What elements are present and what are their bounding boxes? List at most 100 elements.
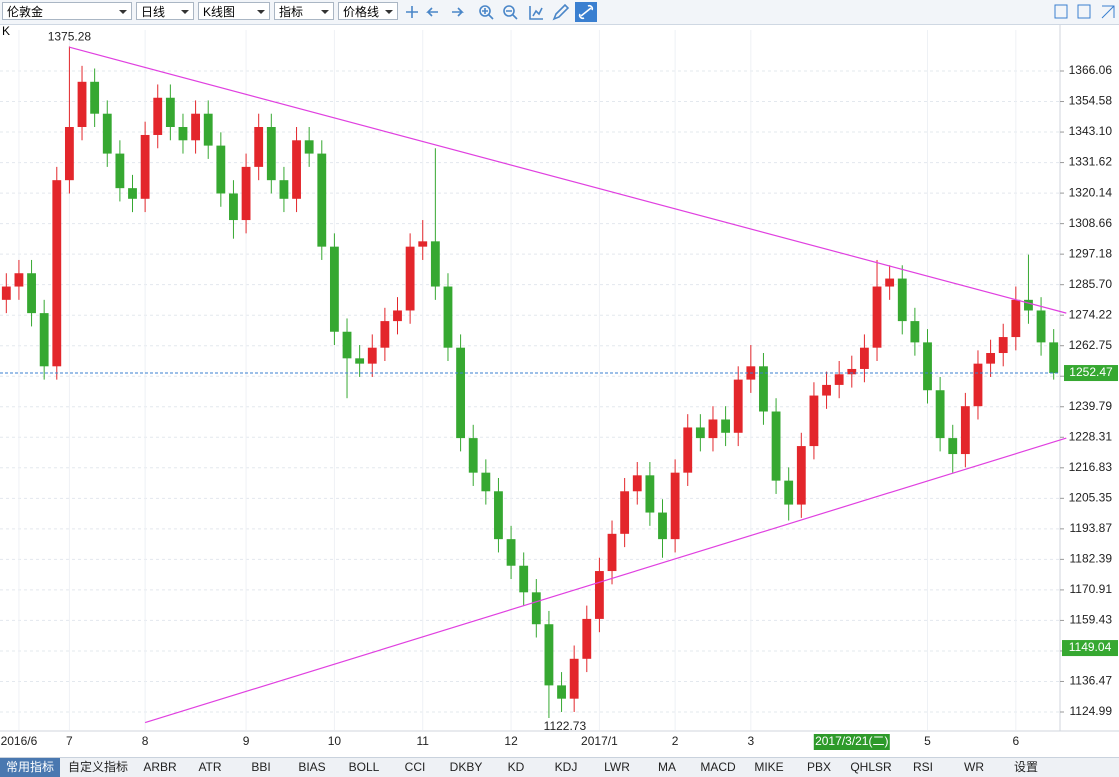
toolbar: 伦敦金 日线 K线图 指标 价格线 (0, 0, 1119, 25)
candle-body (670, 472, 680, 540)
crosshair-icon[interactable] (406, 6, 418, 18)
candle-body (468, 438, 478, 473)
indicator-tab[interactable]: DKBY (449, 760, 483, 774)
candle-body (733, 379, 743, 433)
candle-body (973, 363, 983, 407)
y-tick-label: 1320.14 (1069, 185, 1113, 199)
candle-body (695, 427, 705, 439)
popout-icon[interactable] (1101, 5, 1115, 19)
candle-body (115, 153, 125, 189)
candle-body (27, 273, 36, 314)
indicator-tab[interactable]: CCI (404, 760, 426, 774)
candle-body (960, 406, 970, 455)
candle-body (986, 353, 996, 364)
candle-body (64, 126, 74, 181)
high-label: 1375.28 (48, 30, 92, 44)
candle-body (796, 446, 806, 505)
y-tick-label: 1308.66 (1069, 216, 1113, 230)
candle-body (1024, 299, 1033, 311)
draw-icon[interactable] (552, 3, 570, 21)
zoom-in-icon[interactable] (479, 5, 494, 20)
indicator-tab[interactable]: 自定义指标 (67, 760, 128, 774)
candle-body (557, 685, 566, 699)
period-select[interactable]: 日线 (136, 2, 194, 20)
indicator-tab[interactable]: KDJ (554, 760, 578, 774)
y-tick-label: 1124.99 (1070, 704, 1113, 718)
y-tick-label: 1239.79 (1069, 399, 1113, 413)
candle-body (39, 313, 49, 367)
trendline (144, 437, 1067, 724)
candle-body (683, 427, 693, 473)
candle-body (607, 533, 617, 572)
y-tick-label: 1274.22 (1069, 307, 1113, 321)
layout-icon[interactable] (1054, 4, 1068, 19)
indicator-tab[interactable]: 设置 (1013, 760, 1038, 774)
candle-body (279, 180, 289, 199)
candle-body (494, 491, 503, 540)
indicator-tab[interactable]: BBI (251, 760, 271, 774)
chart-background (0, 25, 1119, 757)
indicator-tab[interactable]: MA (658, 760, 676, 774)
zoom-out-icon[interactable] (503, 5, 518, 20)
x-tick-label: 6 (1012, 734, 1019, 748)
x-tick-label: 7 (66, 734, 73, 748)
x-tick-label: 2016/6 (1, 734, 38, 748)
candle-body (1036, 310, 1046, 343)
chart-type-select[interactable]: K线图 (198, 2, 270, 20)
x-tick-label: 12 (504, 734, 518, 748)
chart: K 1124.991136.471147.951159.431170.91118… (0, 25, 1119, 757)
x-tick-label: 11 (417, 734, 430, 748)
candle-body (140, 134, 150, 199)
indicator-tab[interactable]: ATR (198, 760, 222, 774)
indicator-tab[interactable]: 常用指标 (0, 758, 60, 777)
candle-body (771, 411, 781, 481)
forward-icon[interactable] (452, 7, 464, 17)
candle-body (658, 512, 667, 540)
tool-icons (406, 2, 597, 22)
indicator-tab[interactable]: KD (507, 760, 525, 774)
indicator-select[interactable]: 指标 (274, 2, 334, 20)
symbol-select[interactable]: 伦敦金 (2, 2, 132, 20)
candle-body (885, 278, 895, 287)
candle-body (948, 438, 958, 455)
candle-body (203, 113, 213, 146)
candle-body (910, 321, 920, 343)
candle-body (1049, 342, 1059, 374)
candle-body (90, 81, 100, 114)
marker-tag (1062, 640, 1118, 657)
chart-icon[interactable] (529, 6, 543, 20)
y-tick-label: 1136.47 (1070, 674, 1113, 688)
indicator-tab[interactable]: WR (964, 760, 984, 774)
candle-body (531, 592, 541, 625)
candle-body (254, 126, 264, 167)
candle-body (443, 286, 453, 348)
indicator-tab[interactable]: BIAS (298, 760, 326, 774)
low-label: 1122.73 (544, 719, 587, 733)
indicator-tab[interactable]: MACD (700, 760, 736, 774)
price-line-select[interactable]: 价格线 (338, 2, 398, 20)
candle-body (923, 342, 932, 391)
indicator-tab[interactable]: ARBR (143, 760, 177, 774)
link-glyph (578, 4, 594, 20)
candle-body (822, 384, 831, 396)
indicator-tab[interactable]: PBX (806, 760, 831, 774)
candle-body (430, 241, 440, 287)
y-tick-label: 1182.39 (1070, 552, 1113, 566)
y-tick-label: 1262.75 (1069, 338, 1113, 352)
candle-body (52, 180, 62, 367)
candle-body (645, 475, 655, 513)
back-icon[interactable] (426, 7, 438, 17)
y-tick-label: 1216.83 (1069, 460, 1113, 474)
layout-icon[interactable] (1077, 4, 1091, 19)
indicator-tab[interactable]: LWR (604, 760, 630, 774)
y-tick-label: 1285.70 (1069, 277, 1113, 291)
candle-body (77, 81, 87, 127)
candle-body (506, 539, 516, 566)
candle-body (809, 395, 819, 447)
y-tick-label: 1228.31 (1069, 429, 1113, 443)
indicator-tab[interactable]: QHLSR (850, 760, 892, 774)
indicator-tab[interactable]: MIKE (754, 760, 784, 774)
indicator-tab[interactable]: RSI (912, 760, 933, 774)
x-tick-label: 3 (747, 734, 754, 748)
indicator-tab[interactable]: BOLL (348, 760, 380, 774)
